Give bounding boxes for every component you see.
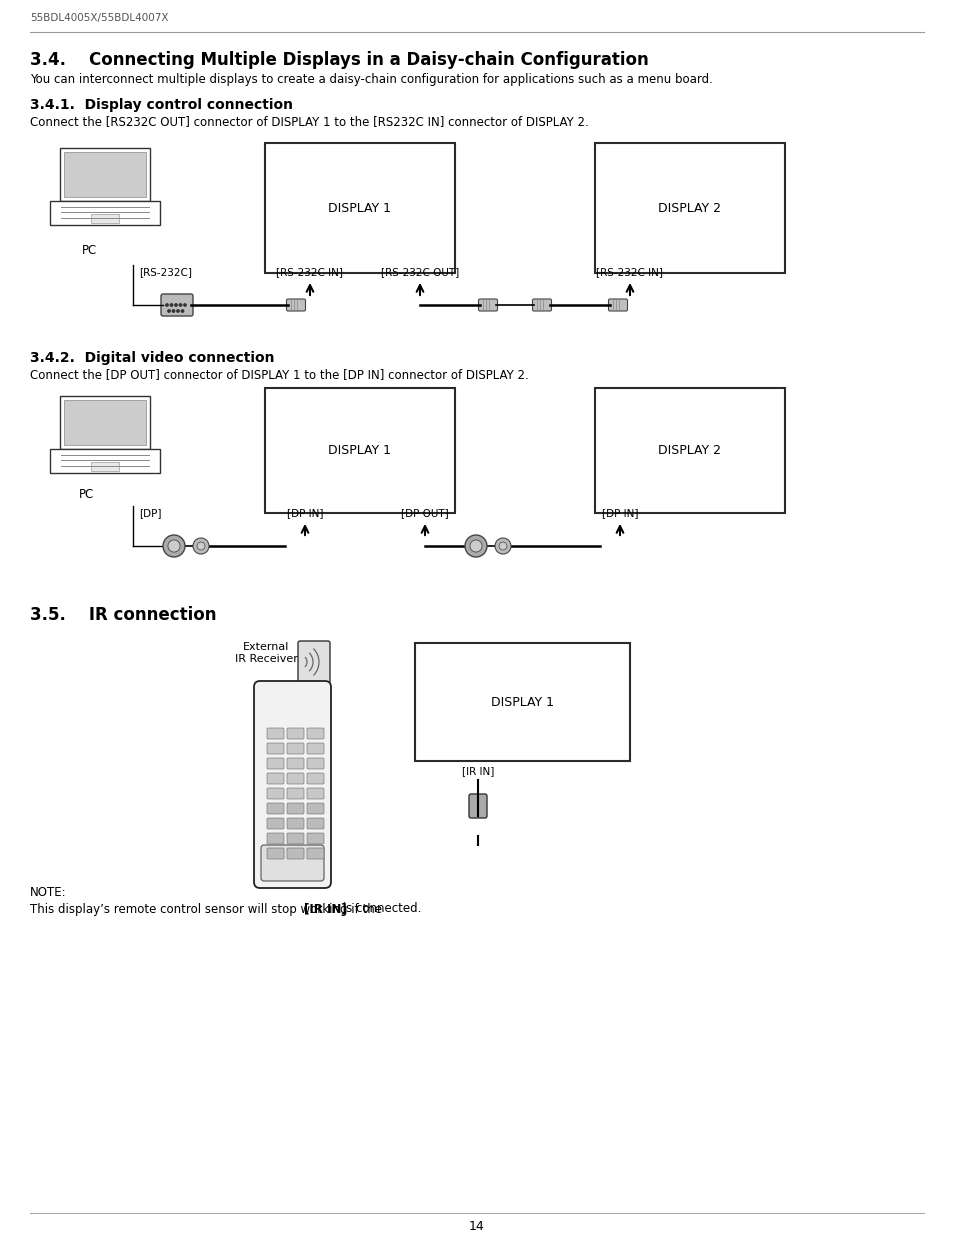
Bar	[50, 201, 160, 226]
Text: 3.4.    Connecting Multiple Displays in a Daisy-chain Configuration: 3.4. Connecting Multiple Displays in a D…	[30, 51, 648, 69]
Circle shape	[498, 542, 506, 550]
Text: PC: PC	[82, 243, 97, 257]
FancyBboxPatch shape	[287, 832, 304, 844]
FancyBboxPatch shape	[297, 641, 330, 683]
FancyBboxPatch shape	[307, 743, 324, 755]
Text: [RS-232C OUT]: [RS-232C OUT]	[380, 267, 458, 277]
Text: [DP]: [DP]	[139, 508, 161, 517]
Text: [DP OUT]: [DP OUT]	[400, 508, 449, 517]
Bar	[595, 388, 784, 513]
FancyBboxPatch shape	[307, 832, 324, 844]
FancyBboxPatch shape	[307, 803, 324, 814]
Circle shape	[166, 304, 168, 306]
Text: PC: PC	[79, 489, 94, 501]
Text: [DP IN]: [DP IN]	[601, 508, 638, 517]
Circle shape	[168, 540, 180, 552]
Bar	[91, 462, 118, 471]
Circle shape	[464, 535, 486, 557]
FancyBboxPatch shape	[267, 832, 284, 844]
Bar	[60, 396, 150, 448]
Bar	[415, 643, 629, 761]
FancyBboxPatch shape	[287, 848, 304, 860]
FancyBboxPatch shape	[287, 803, 304, 814]
FancyBboxPatch shape	[267, 803, 284, 814]
Text: [RS-232C IN]: [RS-232C IN]	[276, 267, 343, 277]
Text: 3.4.2.  Digital video connection: 3.4.2. Digital video connection	[30, 351, 274, 366]
Circle shape	[163, 535, 185, 557]
FancyBboxPatch shape	[287, 773, 304, 784]
Text: 14: 14	[469, 1220, 484, 1234]
FancyBboxPatch shape	[267, 758, 284, 769]
Bar	[50, 448, 160, 473]
FancyBboxPatch shape	[469, 794, 486, 818]
Circle shape	[495, 538, 511, 555]
FancyBboxPatch shape	[267, 848, 284, 860]
Circle shape	[168, 310, 170, 312]
FancyBboxPatch shape	[307, 818, 324, 829]
FancyBboxPatch shape	[267, 743, 284, 755]
Text: DISPLAY 1: DISPLAY 1	[328, 445, 391, 457]
FancyBboxPatch shape	[287, 788, 304, 799]
Circle shape	[184, 304, 186, 306]
FancyBboxPatch shape	[532, 299, 551, 311]
FancyBboxPatch shape	[307, 758, 324, 769]
Text: Connect the [RS232C OUT] connector of DISPLAY 1 to the [RS232C IN] connector of : Connect the [RS232C OUT] connector of DI…	[30, 116, 588, 128]
FancyBboxPatch shape	[267, 788, 284, 799]
FancyBboxPatch shape	[287, 818, 304, 829]
Text: [IR IN]: [IR IN]	[461, 766, 494, 776]
Text: DISPLAY 2: DISPLAY 2	[658, 201, 720, 215]
Text: This display’s remote control sensor will stop working if the: This display’s remote control sensor wil…	[30, 903, 385, 915]
Text: You can interconnect multiple displays to create a daisy-chain configuration for: You can interconnect multiple displays t…	[30, 74, 712, 86]
FancyBboxPatch shape	[307, 848, 324, 860]
Text: 3.5.    IR connection: 3.5. IR connection	[30, 606, 216, 624]
Text: NOTE:: NOTE:	[30, 885, 67, 899]
Text: DISPLAY 1: DISPLAY 1	[328, 201, 391, 215]
Text: [IR IN]: [IR IN]	[304, 903, 347, 915]
FancyBboxPatch shape	[287, 758, 304, 769]
Text: External
IR Receiver: External IR Receiver	[234, 642, 297, 663]
Circle shape	[470, 540, 481, 552]
FancyBboxPatch shape	[267, 773, 284, 784]
Text: 3.4.1.  Display control connection: 3.4.1. Display control connection	[30, 98, 293, 112]
FancyBboxPatch shape	[267, 818, 284, 829]
Circle shape	[196, 542, 205, 550]
Circle shape	[171, 304, 172, 306]
Bar	[91, 215, 118, 224]
Bar	[64, 400, 146, 445]
FancyBboxPatch shape	[286, 299, 305, 311]
FancyBboxPatch shape	[261, 845, 324, 881]
Bar	[265, 388, 455, 513]
FancyBboxPatch shape	[253, 680, 331, 888]
Text: 55BDL4005X/55BDL4007X: 55BDL4005X/55BDL4007X	[30, 14, 169, 23]
Circle shape	[174, 304, 177, 306]
FancyBboxPatch shape	[608, 299, 627, 311]
FancyBboxPatch shape	[287, 727, 304, 739]
Bar	[265, 143, 455, 273]
FancyBboxPatch shape	[287, 743, 304, 755]
Text: is connected.: is connected.	[338, 903, 420, 915]
Text: DISPLAY 1: DISPLAY 1	[491, 695, 554, 709]
Bar	[60, 148, 150, 201]
Circle shape	[179, 304, 181, 306]
Circle shape	[181, 310, 184, 312]
Bar	[595, 143, 784, 273]
FancyBboxPatch shape	[161, 294, 193, 316]
Text: Connect the [DP OUT] connector of DISPLAY 1 to the [DP IN] connector of DISPLAY : Connect the [DP OUT] connector of DISPLA…	[30, 368, 528, 382]
Circle shape	[176, 310, 179, 312]
FancyBboxPatch shape	[478, 299, 497, 311]
FancyBboxPatch shape	[307, 788, 324, 799]
FancyBboxPatch shape	[307, 727, 324, 739]
Circle shape	[193, 538, 209, 555]
Text: [DP IN]: [DP IN]	[287, 508, 323, 517]
Text: DISPLAY 2: DISPLAY 2	[658, 445, 720, 457]
Circle shape	[172, 310, 174, 312]
FancyBboxPatch shape	[267, 727, 284, 739]
Text: [RS-232C]: [RS-232C]	[139, 267, 192, 277]
Bar	[64, 152, 146, 196]
FancyBboxPatch shape	[307, 773, 324, 784]
Text: [RS-232C IN]: [RS-232C IN]	[596, 267, 662, 277]
